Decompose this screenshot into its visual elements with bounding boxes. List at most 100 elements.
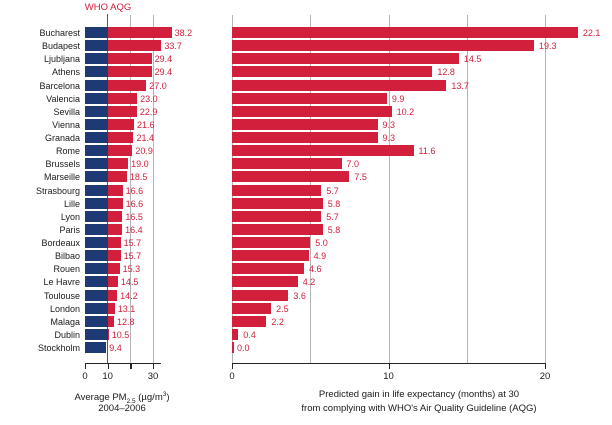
value-label-life-gain: 2.2 bbox=[271, 316, 284, 327]
x-axis-tick-right bbox=[545, 363, 547, 369]
city-label: Vienna bbox=[52, 119, 80, 130]
city-label: Stockholm bbox=[37, 343, 80, 353]
bar-life-gain bbox=[232, 158, 342, 170]
value-label-life-gain: 12.8 bbox=[437, 67, 455, 78]
value-label-life-gain: 11.6 bbox=[418, 146, 436, 157]
city-label: Barcelona bbox=[39, 80, 80, 91]
bar-pm25-excess-segment bbox=[107, 158, 129, 170]
left-axis-caption-superscript: 3 bbox=[162, 391, 167, 398]
left-axis-caption-years: 2004–2006 bbox=[98, 403, 146, 414]
bar-pm25-excess-segment bbox=[107, 289, 118, 301]
value-label-pm25: 14.2 bbox=[120, 290, 138, 301]
value-label-life-gain: 5.7 bbox=[326, 211, 339, 222]
city-label: Budapest bbox=[41, 41, 80, 52]
value-label-life-gain: 5.7 bbox=[326, 185, 339, 196]
bar-pm25-aqg-segment bbox=[85, 250, 108, 262]
bar-pm25-aqg-segment bbox=[85, 158, 108, 170]
bar-life-gain bbox=[232, 210, 322, 222]
bar-pm25-aqg-segment bbox=[85, 145, 108, 157]
x-axis-tick-left bbox=[107, 363, 109, 369]
city-label: Dublin bbox=[54, 329, 80, 340]
value-label-pm25: 21.6 bbox=[136, 119, 155, 130]
value-label-pm25: 15.3 bbox=[122, 264, 141, 275]
bar-pm25-excess-segment bbox=[107, 302, 115, 314]
gridline-right bbox=[466, 15, 468, 363]
city-label: Paris bbox=[59, 224, 80, 235]
value-label-pm25: 20.9 bbox=[135, 146, 153, 157]
value-label-life-gain: 3.6 bbox=[293, 290, 306, 301]
value-label-life-gain: 0.4 bbox=[243, 329, 256, 340]
x-axis-tick-label-right: 20 bbox=[539, 371, 551, 382]
value-label-pm25: 22.9 bbox=[139, 106, 158, 117]
value-label-life-gain: 4.9 bbox=[313, 251, 327, 262]
bar-pm25-aqg-segment bbox=[85, 276, 108, 288]
value-label-pm25: 10.5 bbox=[111, 329, 130, 340]
value-label-life-gain: 5.0 bbox=[315, 238, 328, 248]
bar-pm25-aqg-segment bbox=[85, 27, 108, 38]
bar-life-gain bbox=[232, 132, 378, 143]
bar-pm25-excess-segment bbox=[107, 92, 138, 104]
value-label-pm25: 16.4 bbox=[125, 224, 143, 235]
bar-life-gain bbox=[232, 328, 239, 340]
city-label: Strasbourg bbox=[35, 185, 80, 196]
value-label-pm25: 19.0 bbox=[131, 159, 149, 170]
who-aqg-label: WHO AQG bbox=[84, 2, 132, 13]
bar-pm25-excess-segment bbox=[107, 184, 123, 196]
left-axis-caption-unit-close: ) bbox=[166, 392, 170, 404]
value-label-life-gain: 7.5 bbox=[354, 172, 367, 183]
bar-pm25-excess-segment bbox=[107, 53, 152, 65]
value-label-life-gain: 10.2 bbox=[396, 106, 415, 117]
city-label: Le Havre bbox=[43, 277, 80, 288]
bar-pm25-aqg-segment bbox=[85, 237, 108, 248]
x-axis-tick-label-left: 0 bbox=[82, 371, 88, 382]
value-label-life-gain: 9.3 bbox=[382, 119, 396, 130]
value-label-pm25: 15.7 bbox=[123, 251, 142, 262]
value-label-life-gain: 2.5 bbox=[276, 303, 289, 314]
right-axis-caption-line2: from complying with WHO's Air Quality Gu… bbox=[301, 403, 537, 414]
bar-life-gain bbox=[232, 40, 535, 52]
city-label: Valencia bbox=[46, 93, 80, 104]
city-label: Rouen bbox=[53, 264, 80, 275]
bar-pm25-excess-segment bbox=[107, 66, 152, 78]
city-label: Toulouse bbox=[43, 290, 80, 301]
bar-life-gain bbox=[232, 315, 267, 327]
x-axis-tick-label-left: 30 bbox=[147, 371, 159, 382]
gridline-right bbox=[388, 15, 390, 363]
bar-pm25-aqg-segment bbox=[85, 315, 108, 327]
city-label: Marseille bbox=[43, 172, 80, 183]
city-label: Brussels bbox=[45, 159, 80, 170]
bar-pm25-aqg-segment bbox=[85, 289, 108, 301]
left-axis-caption-subscript: 2.5 bbox=[126, 398, 136, 406]
value-label-pm25: 38.2 bbox=[174, 28, 193, 38]
x-axis-tick-label-right: 0 bbox=[229, 371, 235, 382]
value-label-pm25: 18.5 bbox=[129, 172, 148, 183]
bar-life-gain bbox=[232, 263, 304, 275]
city-label: Sevilla bbox=[53, 106, 80, 117]
bar-pm25-excess-segment bbox=[107, 223, 123, 235]
value-label-pm25: 27.0 bbox=[149, 80, 167, 91]
bar-pm25-excess-segment bbox=[107, 27, 172, 38]
bar-life-gain bbox=[232, 250, 309, 262]
value-label-life-gain: 0.0 bbox=[237, 343, 250, 353]
value-label-pm25: 15.7 bbox=[123, 238, 142, 248]
bar-life-gain bbox=[232, 105, 392, 117]
x-axis-tick-label-right: 10 bbox=[383, 371, 394, 382]
value-label-life-gain: 4.2 bbox=[302, 277, 316, 288]
city-label: Rome bbox=[55, 146, 80, 157]
x-axis-tick-right bbox=[232, 363, 234, 369]
value-label-life-gain: 19.3 bbox=[539, 41, 557, 52]
value-label-pm25: 23.0 bbox=[140, 93, 158, 104]
value-label-pm25: 16.6 bbox=[125, 198, 144, 209]
bar-life-gain bbox=[232, 184, 322, 196]
bar-life-gain bbox=[232, 276, 298, 288]
value-label-life-gain: 5.8 bbox=[327, 224, 341, 235]
x-axis-tick-label-left: 10 bbox=[102, 371, 113, 382]
bar-pm25-excess-segment bbox=[107, 210, 123, 222]
bar-pm25-aqg-segment bbox=[85, 53, 108, 65]
x-axis-tick-left bbox=[153, 363, 155, 369]
bar-life-gain bbox=[232, 92, 387, 104]
gridline-left bbox=[153, 15, 154, 363]
bar-life-gain bbox=[232, 79, 447, 91]
city-label: London bbox=[49, 303, 80, 314]
